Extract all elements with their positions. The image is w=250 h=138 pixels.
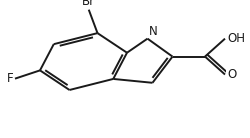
Text: O: O xyxy=(227,68,236,81)
Text: F: F xyxy=(6,72,13,85)
Text: H: H xyxy=(150,27,157,37)
Text: Br: Br xyxy=(82,0,95,8)
Text: OH: OH xyxy=(227,32,245,45)
Text: N: N xyxy=(148,25,157,38)
